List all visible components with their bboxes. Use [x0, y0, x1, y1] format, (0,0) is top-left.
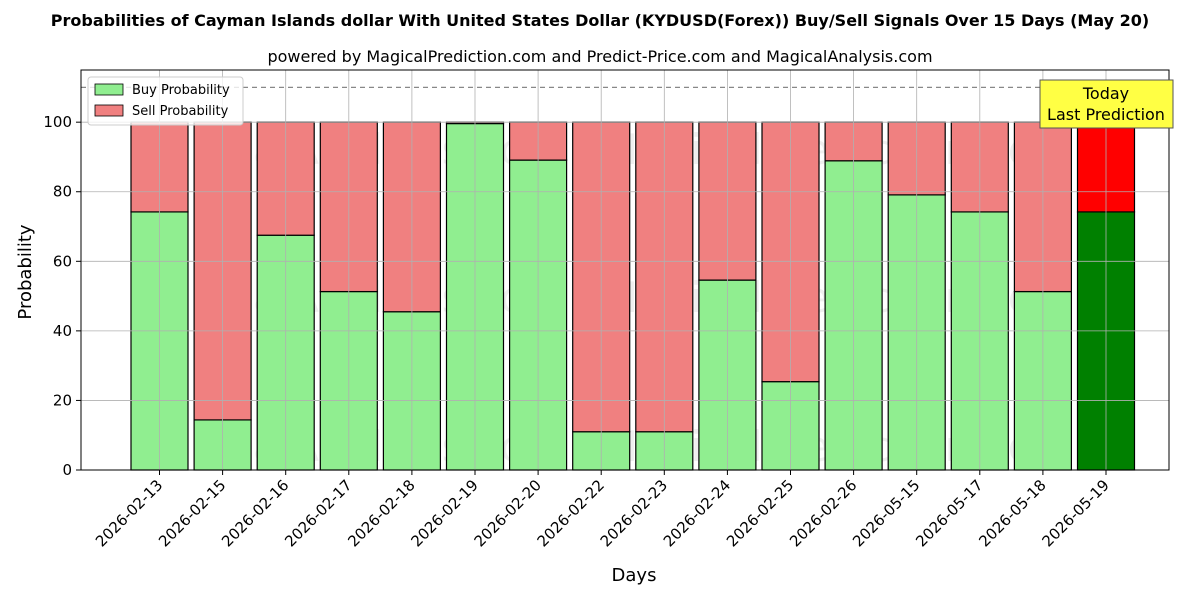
x-tick-label: 2026-02-25 — [723, 476, 797, 550]
y-tick-label: 20 — [53, 391, 72, 409]
x-tick-label: 2026-02-13 — [92, 476, 166, 550]
today-label-line2: Last Prediction — [1047, 105, 1165, 124]
y-axis-label: Probability — [15, 224, 36, 319]
today-annotation: Today Last Prediction — [1039, 79, 1174, 129]
chart-title: Probabilities of Cayman Islands dollar W… — [51, 11, 1149, 30]
x-tick-label: 2026-02-24 — [660, 476, 734, 550]
x-tick-label: 2026-02-22 — [534, 476, 608, 550]
legend-buy-swatch — [94, 83, 124, 96]
today-box — [1039, 79, 1174, 129]
x-tick-label: 2026-05-18 — [975, 476, 1049, 550]
x-tick-label: 2026-02-18 — [344, 476, 418, 550]
chart-subtitle: powered by MagicalPrediction.com and Pre… — [267, 47, 932, 66]
x-tick-label: 2026-05-15 — [849, 476, 923, 550]
x-tick-label: 2026-05-17 — [912, 476, 986, 550]
plot-area: MagicalAnalysis.comMagicalPrediction.com… — [43, 69, 1170, 550]
y-tick-label: 80 — [53, 183, 72, 201]
today-label-line1: Today — [1082, 84, 1129, 103]
legend-sell-swatch — [94, 104, 124, 117]
x-axis-label: Days — [612, 565, 657, 586]
y-tick-label: 60 — [53, 252, 72, 270]
x-tick-label: 2026-02-15 — [155, 476, 229, 550]
x-tick-label: 2026-02-19 — [407, 476, 481, 550]
x-tick-label: 2026-02-20 — [471, 476, 545, 550]
plot-frame — [80, 69, 1170, 471]
legend-frame — [87, 76, 244, 126]
y-tick-label: 0 — [62, 461, 72, 479]
legend-sell-label: Sell Probability — [132, 104, 229, 119]
legend-buy-label: Buy Probability — [132, 83, 230, 98]
y-tick-label: 40 — [53, 322, 72, 340]
y-tick-label: 100 — [43, 113, 72, 131]
x-tick-label: 2026-02-17 — [281, 476, 355, 550]
x-tick-label: 2026-02-26 — [786, 476, 860, 550]
x-tick-label: 2026-05-19 — [1038, 476, 1112, 550]
x-tick-label: 2026-02-23 — [597, 476, 671, 550]
legend: Buy Probability Sell Probability — [87, 76, 244, 126]
x-tick-label: 2026-02-16 — [218, 476, 292, 550]
